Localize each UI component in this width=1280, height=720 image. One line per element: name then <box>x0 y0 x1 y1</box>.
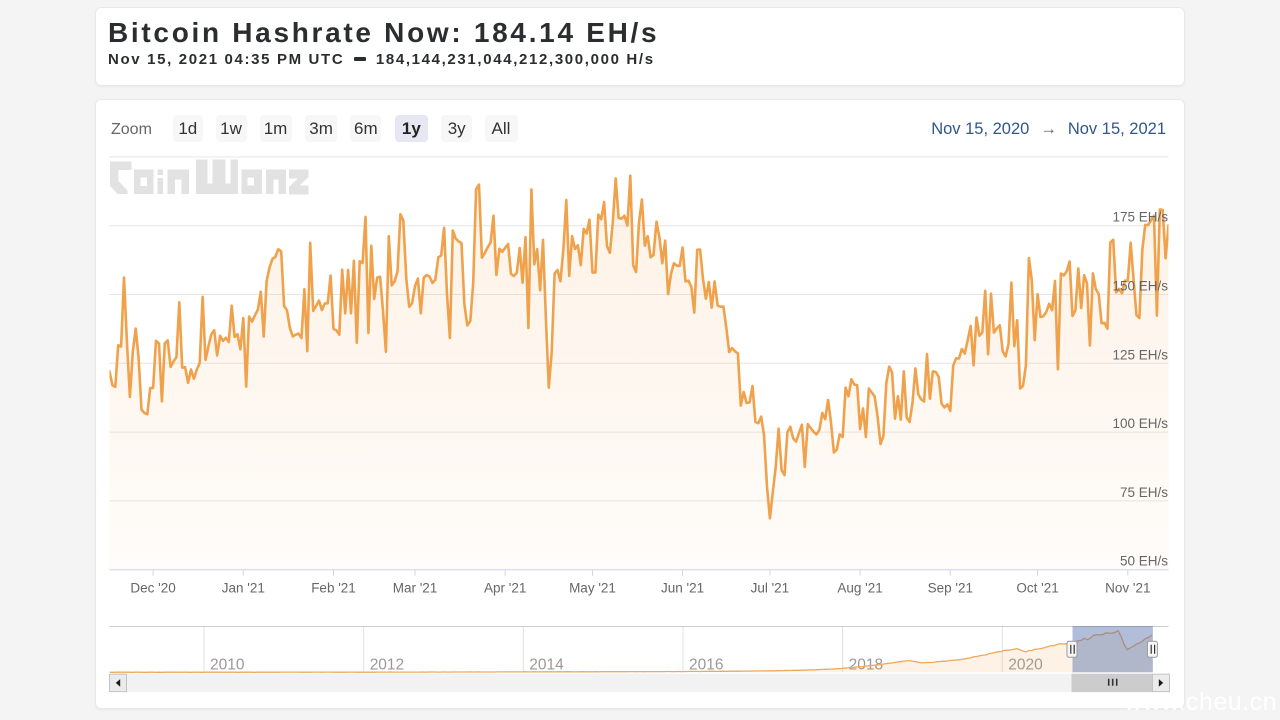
svg-text:125 EH/s: 125 EH/s <box>1112 347 1168 362</box>
svg-text:Sep '21: Sep '21 <box>928 581 973 596</box>
svg-text:Dec '20: Dec '20 <box>130 581 175 596</box>
svg-text:2014: 2014 <box>529 657 564 674</box>
svg-text:Feb '21: Feb '21 <box>311 581 356 596</box>
svg-text:75 EH/s: 75 EH/s <box>1120 485 1168 500</box>
svg-text:Jun '21: Jun '21 <box>661 581 704 596</box>
svg-text:May '21: May '21 <box>569 581 616 596</box>
svg-text:2010: 2010 <box>210 657 245 674</box>
svg-text:2012: 2012 <box>370 657 404 674</box>
svg-text:Aug '21: Aug '21 <box>837 581 882 596</box>
svg-text:Apr '21: Apr '21 <box>484 581 526 596</box>
svg-text:Jan '21: Jan '21 <box>222 581 265 596</box>
svg-text:Mar '21: Mar '21 <box>393 581 438 596</box>
svg-text:2016: 2016 <box>689 657 723 674</box>
svg-text:175 EH/s: 175 EH/s <box>1112 210 1168 225</box>
svg-text:Nov '21: Nov '21 <box>1105 581 1150 596</box>
svg-text:100 EH/s: 100 EH/s <box>1112 416 1168 431</box>
svg-text:Jul '21: Jul '21 <box>751 581 790 596</box>
svg-text:Oct '21: Oct '21 <box>1016 581 1058 596</box>
svg-text:2018: 2018 <box>849 657 883 674</box>
svg-text:150 EH/s: 150 EH/s <box>1112 279 1168 294</box>
svg-text:2020: 2020 <box>1008 657 1043 674</box>
svg-text:50 EH/s: 50 EH/s <box>1120 554 1168 569</box>
